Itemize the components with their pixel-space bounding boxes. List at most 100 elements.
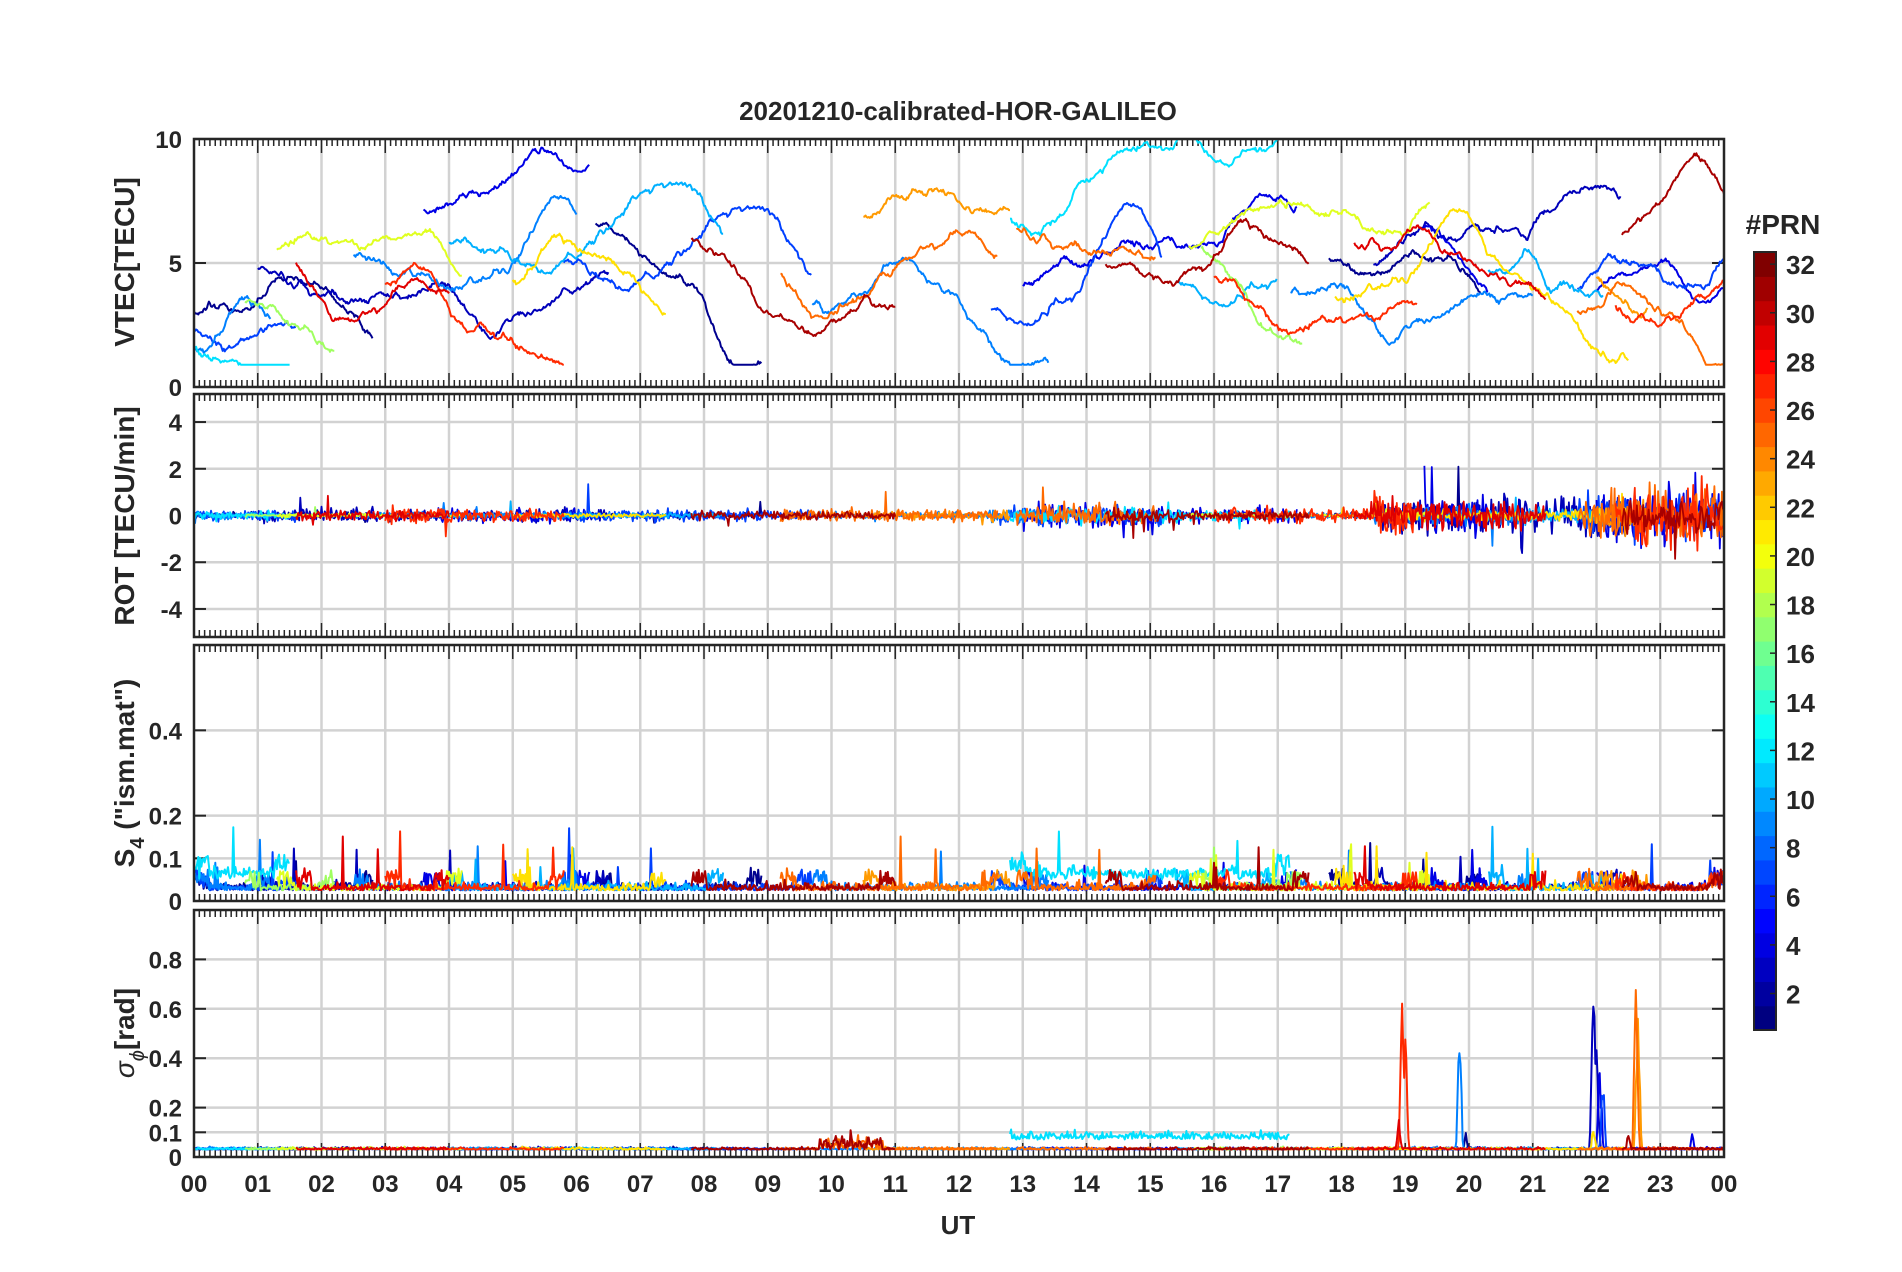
colorbar-tick-label: 22: [1786, 493, 1815, 523]
vtec-series-prn-5: [990, 202, 1163, 327]
colorbar-frame: [1753, 251, 1777, 1031]
colorbar-tick-label: 6: [1786, 882, 1800, 912]
s4-series-prn-29: [1353, 845, 1547, 892]
s4-ylabel-rest: ("ism.mat"): [109, 679, 140, 838]
sigma-ytick-label: 0.6: [149, 997, 182, 1024]
colorbar-swatch: [1754, 811, 1776, 837]
colorbar-label: #PRN: [1746, 209, 1821, 240]
sigma-ytick-label: 0.1: [149, 1120, 182, 1147]
colorbar-swatch: [1754, 1005, 1776, 1031]
colorbar-swatch: [1754, 981, 1776, 1007]
x-tick-label: 14: [1073, 1171, 1100, 1198]
rot-frame: [192, 392, 1726, 639]
chart-title: 20201210-calibrated-HOR-GALILEO: [739, 96, 1177, 126]
sigma-panel: 00.10.2 0.4 0.6 0.8: [149, 908, 1726, 1172]
colorbar-swatch: [1754, 422, 1776, 448]
vtec-series-prn-8: [811, 256, 1050, 366]
vtec-series-prn-8: [1290, 282, 1533, 346]
colorbar-swatch: [1754, 762, 1776, 788]
vtec-series-prn-27: [384, 261, 564, 366]
s4-series-prn-29: [295, 835, 450, 892]
x-tick-label: 17: [1264, 1171, 1291, 1198]
x-tick-label: 12: [946, 1171, 973, 1198]
colorbar-swatch: [1754, 884, 1776, 910]
colorbar-tick-label: 16: [1786, 639, 1815, 669]
vtec-series-prn-23: [1595, 276, 1649, 319]
sigma-series-prn-29: [1353, 1119, 1546, 1151]
colorbar-tick-label: 14: [1786, 688, 1815, 718]
x-tick-label: 02: [308, 1171, 335, 1198]
colorbar-swatch: [1754, 252, 1776, 277]
colorbar-swatch: [1754, 300, 1776, 326]
rot-ylabel: ROT [TECU/min]: [109, 406, 140, 625]
vtec-series-prn-18: [1200, 245, 1303, 345]
rot-series-prn-29: [1353, 495, 1547, 532]
vtec-series-prn-25: [1015, 227, 1156, 261]
x-tick-label: 05: [499, 1171, 526, 1198]
vtec-frame: [192, 137, 1726, 389]
vtec-series-prn-5: [562, 205, 812, 293]
vtec-ylabel: VTEC[TECU]: [109, 177, 140, 347]
colorbar-swatch: [1754, 738, 1776, 764]
vtec-series-prn-18: [244, 298, 335, 353]
vtec-series-prn-31: [1621, 152, 1724, 236]
rot-series-prn-31: [690, 509, 897, 527]
x-tick-label: 01: [244, 1171, 271, 1198]
vtec-series-prn-2: [1373, 184, 1622, 267]
colorbar-swatch: [1754, 835, 1776, 861]
colorbar-tick-label: 8: [1786, 834, 1800, 864]
sigma-series-prn-12: [1009, 1128, 1290, 1141]
rot-series-prn-31: [1621, 499, 1724, 560]
sigma-ytick-label: 0.8: [149, 947, 182, 974]
sigma-ytick-label: 0.2: [149, 1096, 182, 1123]
colorbar-tick-label: 30: [1786, 299, 1815, 329]
sigma-ylabel-main: σ: [109, 1060, 140, 1078]
x-tick-labels: 00 01 02 03 04 05 06 07 08 09 10 11 12 13 14 15 16 17 18 19…: [181, 1171, 1738, 1198]
x-tick-label: 11: [883, 1171, 908, 1198]
vtec-ytick-label: 5: [169, 251, 182, 278]
vtec-series-prn-8: [352, 195, 578, 293]
rot-series-prn-31: [1104, 506, 1310, 539]
x-tick-label: 23: [1647, 1171, 1674, 1198]
sigma-series-prn-31: [690, 1129, 896, 1151]
colorbar-swatch: [1754, 470, 1776, 496]
colorbar-swatch: [1754, 859, 1776, 885]
colorbar-tick-label: 28: [1786, 347, 1815, 377]
x-tick-label: 03: [372, 1171, 399, 1198]
vtec-ytick-label: 0: [169, 375, 182, 402]
x-tick-label: 10: [818, 1171, 845, 1198]
colorbar-tick-label: 26: [1786, 396, 1815, 426]
vtec-series-prn-3: [1596, 257, 1724, 304]
vtec-series-prn-29: [1353, 224, 1547, 301]
x-axis-label: UT: [941, 1210, 976, 1240]
s4-ytick-label: 0.1: [149, 846, 182, 873]
rot-series-prn-12: [194, 509, 291, 523]
vtec-series-prn-10: [1487, 248, 1604, 299]
x-tick-label: 09: [754, 1171, 781, 1198]
x-tick-label: 19: [1392, 1171, 1419, 1198]
vtec-series-prn-20: [1188, 198, 1431, 250]
colorbar-tick-label: 2: [1786, 980, 1800, 1010]
vtec-series-prn-5: [194, 321, 297, 353]
vtec-series-prn-12: [194, 345, 290, 366]
x-tick-label: 21: [1519, 1171, 1546, 1198]
vtec-series-prn-31: [1104, 217, 1310, 287]
x-tick-label: 00: [181, 1171, 208, 1198]
x-tick-label: 07: [627, 1171, 654, 1198]
vtec-series-prn-21: [1334, 208, 1629, 364]
s4-series-prn-12: [194, 826, 290, 880]
vtec-series-prn-3: [422, 146, 590, 215]
vtec-series-prn-1: [194, 275, 374, 339]
sigma-frame: [192, 908, 1726, 1159]
s4-ytick-label: 0.4: [149, 718, 183, 745]
sigma-ytick-label: 0.4: [149, 1046, 183, 1073]
s4-series-prn-25: [1015, 847, 1157, 892]
x-tick-label: 08: [691, 1171, 718, 1198]
vtec-series-prn-31: [690, 237, 896, 337]
vtec-series-prn-25: [1576, 281, 1724, 366]
s4-series-prn-31: [1621, 868, 1724, 892]
colorbar-tick-label: 12: [1786, 736, 1815, 766]
vtec-panel: 0 5 10: [155, 127, 1726, 402]
colorbar-swatch: [1754, 495, 1776, 521]
x-tick-label: 20: [1456, 1171, 1483, 1198]
